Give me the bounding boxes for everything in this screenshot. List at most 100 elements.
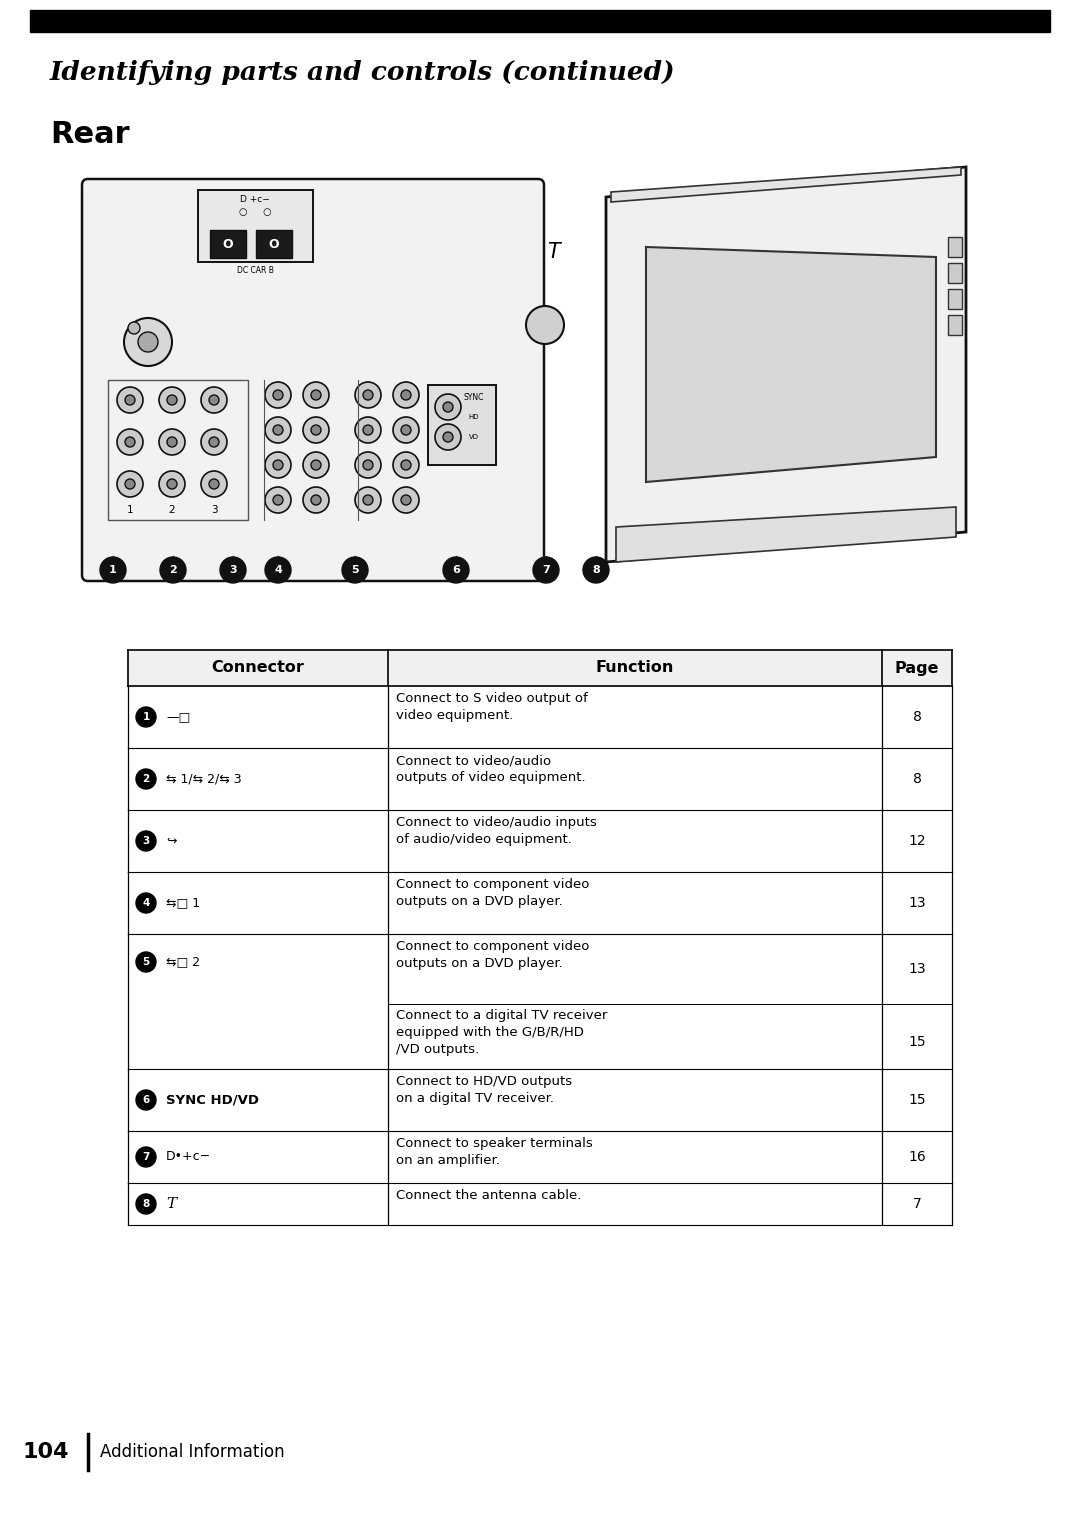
Circle shape [355,416,381,442]
Text: 12: 12 [908,834,926,848]
Text: Connect to video/audio inputs
of audio/video equipment.: Connect to video/audio inputs of audio/v… [396,816,597,847]
Circle shape [136,1148,156,1167]
Text: 2: 2 [170,565,177,575]
Text: Connect to HD/VD outputs
on a digital TV receiver.: Connect to HD/VD outputs on a digital TV… [396,1075,572,1105]
Circle shape [265,486,291,514]
Circle shape [363,391,373,400]
Circle shape [167,438,177,447]
Polygon shape [616,508,956,562]
Text: 8: 8 [143,1199,150,1208]
Circle shape [129,322,140,334]
Circle shape [136,707,156,727]
Circle shape [583,556,609,584]
Circle shape [210,438,219,447]
Text: SYNC HD/VD: SYNC HD/VD [166,1093,259,1107]
Circle shape [159,388,185,413]
Bar [108,380,248,520]
Circle shape [265,556,291,584]
Bar [948,289,962,309]
Circle shape [355,486,381,514]
Text: 1: 1 [143,711,150,722]
Text: HD: HD [469,413,480,420]
Circle shape [167,395,177,404]
Text: T: T [166,1198,176,1211]
Text: 104: 104 [23,1442,69,1462]
Text: ↪: ↪ [166,834,176,848]
Circle shape [124,318,172,366]
Circle shape [136,894,156,914]
Circle shape [273,426,283,435]
Text: 16: 16 [908,1151,926,1164]
Bar [256,230,292,258]
Bar [129,810,951,872]
Text: Page: Page [894,661,940,675]
Circle shape [342,556,368,584]
Circle shape [159,429,185,454]
Text: Connect the antenna cable.: Connect the antenna cable. [396,1189,581,1202]
Circle shape [303,486,329,514]
Circle shape [303,416,329,442]
Text: 6: 6 [453,565,460,575]
Circle shape [273,496,283,505]
Circle shape [136,769,156,789]
Text: 7: 7 [913,1198,921,1211]
Text: Connect to component video
outputs on a DVD player.: Connect to component video outputs on a … [396,939,590,970]
Circle shape [443,432,453,442]
Bar [948,237,962,257]
Polygon shape [606,167,966,562]
Circle shape [265,382,291,407]
Circle shape [136,1195,156,1214]
Text: VD: VD [469,435,480,439]
Circle shape [363,461,373,470]
Text: 1: 1 [126,505,133,515]
Circle shape [273,391,283,400]
Text: 8: 8 [592,565,599,575]
Text: 6: 6 [143,1094,150,1105]
Circle shape [303,382,329,407]
Text: ⇆ 1/⇆ 2/⇆ 3: ⇆ 1/⇆ 2/⇆ 3 [166,772,242,786]
Text: 13: 13 [908,962,926,976]
Circle shape [100,556,126,584]
Circle shape [138,331,158,353]
Text: 5: 5 [143,958,150,967]
Circle shape [393,382,419,407]
Text: 1: 1 [109,565,117,575]
Circle shape [136,831,156,851]
Polygon shape [611,167,961,202]
Text: 3: 3 [143,836,150,847]
Text: 3: 3 [211,505,217,515]
Circle shape [210,479,219,489]
Text: Connect to component video
outputs on a DVD player.: Connect to component video outputs on a … [396,879,590,907]
Text: SYNC: SYNC [463,392,484,401]
Circle shape [159,471,185,497]
Circle shape [136,952,156,971]
Circle shape [117,388,143,413]
Circle shape [311,461,321,470]
Text: 7: 7 [143,1152,150,1161]
Bar [129,933,951,1069]
Text: 4: 4 [274,565,282,575]
Circle shape [393,416,419,442]
Circle shape [265,416,291,442]
Circle shape [136,1090,156,1110]
Circle shape [303,451,329,477]
Text: —□: —□ [166,710,190,724]
Circle shape [273,461,283,470]
Bar [129,872,951,933]
Circle shape [393,486,419,514]
Circle shape [534,556,559,584]
Bar [30,11,1050,32]
Text: DC CAR B: DC CAR B [237,266,273,275]
Bar [129,1183,951,1225]
Bar [129,1131,951,1183]
Circle shape [201,388,227,413]
Circle shape [435,424,461,450]
Text: Connect to video/audio
outputs of video equipment.: Connect to video/audio outputs of video … [396,754,585,784]
Circle shape [311,426,321,435]
Circle shape [435,394,461,420]
Text: 15: 15 [908,1093,926,1107]
Circle shape [210,395,219,404]
Circle shape [125,395,135,404]
Circle shape [201,429,227,454]
Polygon shape [646,246,936,482]
